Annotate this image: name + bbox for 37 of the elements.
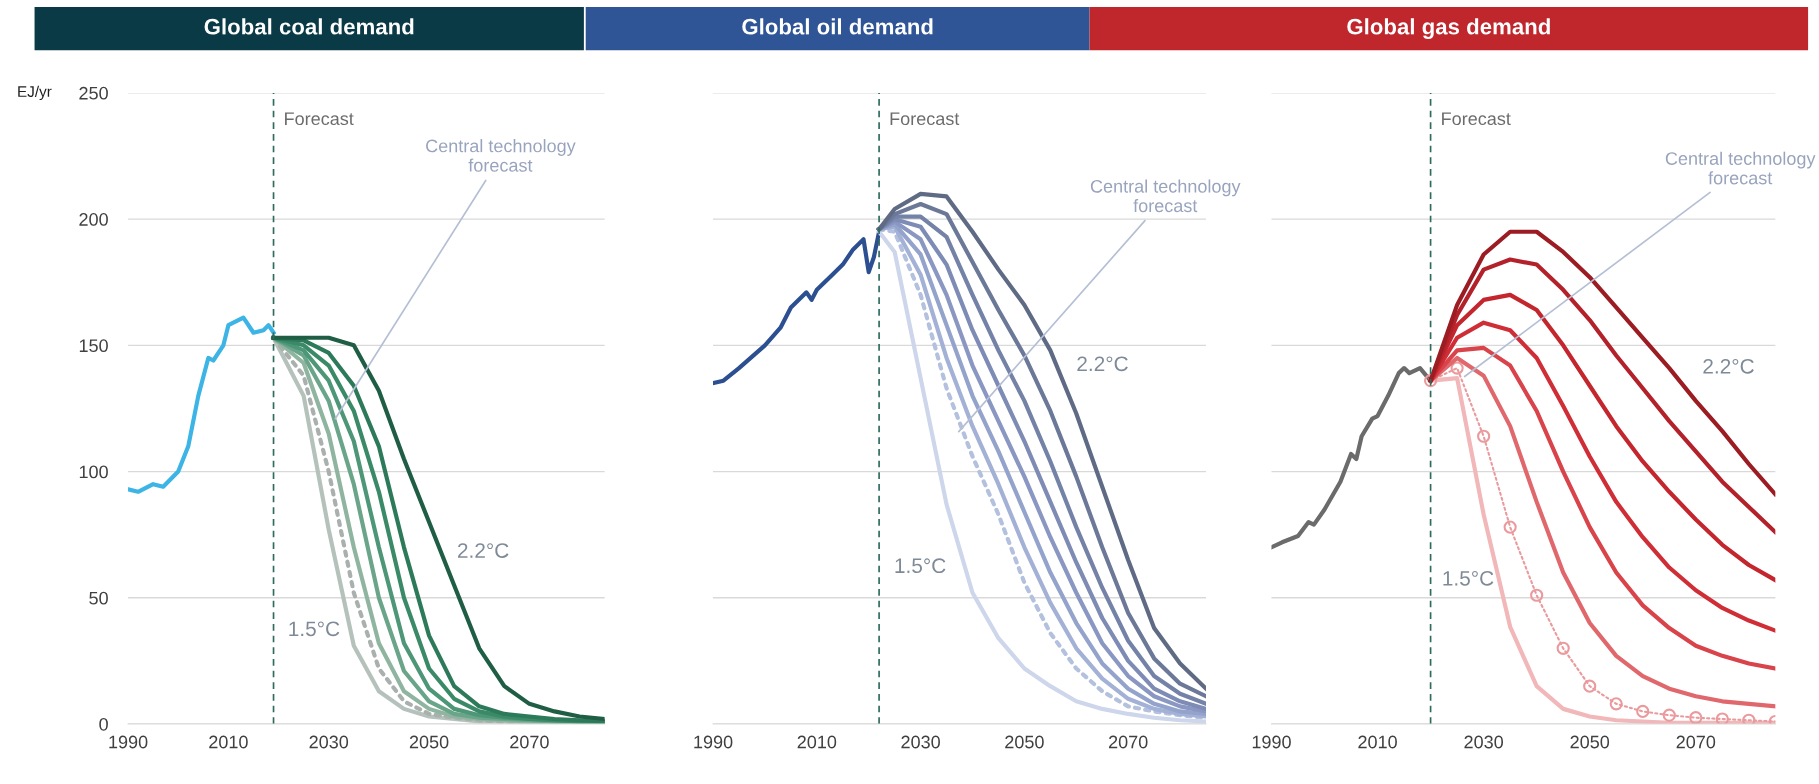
chart-title: Global gas demand — [1347, 18, 1550, 40]
y-tick-label: 100 — [79, 465, 108, 479]
x-tick-label: 2010 — [1358, 735, 1397, 749]
annotation: Central technology forecast — [1090, 179, 1241, 213]
x-tick-label: 2030 — [309, 735, 349, 749]
ref-line-label: Forecast — [890, 112, 960, 126]
annotation: 2.2°C — [457, 543, 509, 558]
x-tick-label: 2030 — [1464, 735, 1504, 749]
x-tick-label: 1990 — [694, 735, 733, 749]
ref-line-label: Forecast — [1442, 112, 1511, 126]
ref-line-label: Forecast — [285, 112, 354, 126]
x-tick-label: 2030 — [901, 735, 940, 749]
x-tick-label: 2070 — [1108, 735, 1148, 749]
y-tick-label: 200 — [79, 213, 108, 226]
annotation: 2.2°C — [1077, 356, 1128, 372]
annotation: Central technology forecast — [426, 139, 576, 172]
x-tick-label: 2050 — [409, 735, 449, 749]
x-tick-label: 2050 — [1570, 735, 1610, 749]
x-tick-label: 1990 — [1252, 735, 1291, 749]
annotation: Central technology forecast — [1665, 151, 1816, 185]
x-tick-label: 2010 — [209, 735, 248, 749]
x-tick-label: 2050 — [1005, 735, 1044, 749]
x-tick-label: 2010 — [797, 735, 837, 749]
x-tick-label: 1990 — [109, 735, 148, 749]
y-tick-label: 50 — [89, 591, 108, 605]
annotation: 1.5°C — [289, 621, 340, 637]
x-tick-label: 2070 — [510, 735, 549, 749]
y-axis-title: EJ/yr — [18, 85, 52, 101]
annotation: 1.5°C — [895, 558, 946, 574]
y-tick-label: 0 — [99, 717, 108, 731]
y-tick-label: 250 — [79, 86, 108, 100]
annotation: 2.2°C — [1703, 358, 1754, 374]
chart-title: Global oil demand — [742, 18, 933, 35]
chart-title: Global coal demand — [204, 18, 414, 35]
y-tick-label: 150 — [79, 339, 108, 353]
annotation: 1.5°C — [1443, 570, 1494, 586]
x-tick-label: 2070 — [1676, 735, 1716, 749]
